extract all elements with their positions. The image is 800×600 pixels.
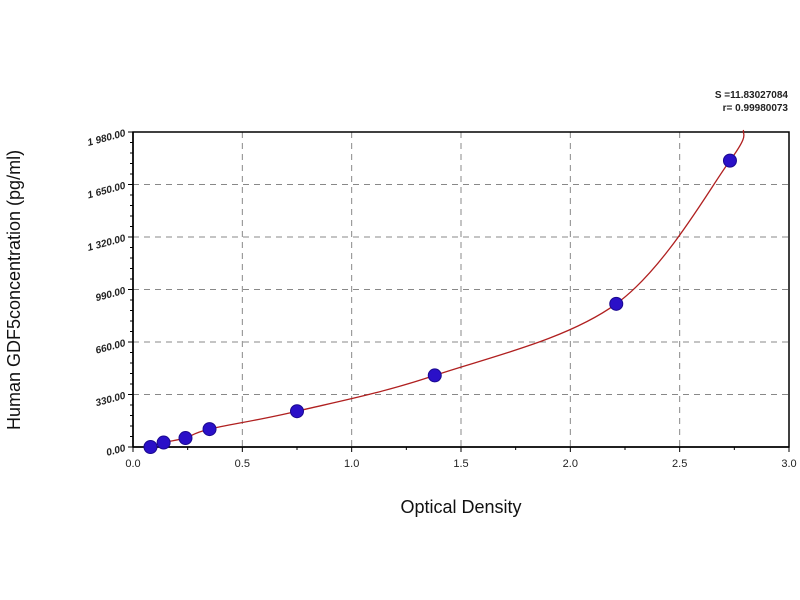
x-tick-label: 0.0 <box>125 458 140 470</box>
data-point <box>609 296 624 311</box>
x-tick-label: 1.0 <box>344 458 359 470</box>
x-tick-label: 3.0 <box>781 458 796 470</box>
data-point <box>156 435 171 450</box>
x-axis-label: Optical Density <box>400 497 521 517</box>
fit-curve <box>150 129 745 448</box>
y-tick-label: 660.00 <box>94 338 127 357</box>
x-tick-label: 0.5 <box>235 458 250 470</box>
data-point <box>143 440 158 454</box>
y-tick-label: 330.00 <box>94 391 127 410</box>
x-axis: 0.0 0.5 1.0 1.5 2.0 2.5 3.0 <box>125 446 797 470</box>
y-tick-label: 1 650.00 <box>86 181 127 202</box>
y-tick-label: 1 980.00 <box>86 128 127 149</box>
stat-r: r= 0.99980073 <box>723 103 789 114</box>
data-point <box>290 404 304 419</box>
data-point <box>178 431 193 446</box>
data-point <box>202 422 217 437</box>
data-point <box>722 153 737 168</box>
y-tick-label: 990.00 <box>94 286 127 305</box>
data-points <box>143 153 737 454</box>
x-tick-label: 2.5 <box>672 458 687 470</box>
data-point <box>427 368 442 383</box>
y-axis-label: Human GDF5concentration (pg/ml) <box>4 150 24 430</box>
stat-s: S =11.83027084 <box>715 90 789 101</box>
x-tick-label: 1.5 <box>453 458 468 470</box>
grid <box>133 132 789 447</box>
x-tick-label: 2.0 <box>563 458 578 470</box>
y-tick-label: 0.00 <box>105 443 127 459</box>
y-axis: 0.00 330.00 660.00 990.00 1 320.00 1 650.00 1 … <box>86 128 134 459</box>
y-tick-label: 1 320.00 <box>86 233 127 254</box>
